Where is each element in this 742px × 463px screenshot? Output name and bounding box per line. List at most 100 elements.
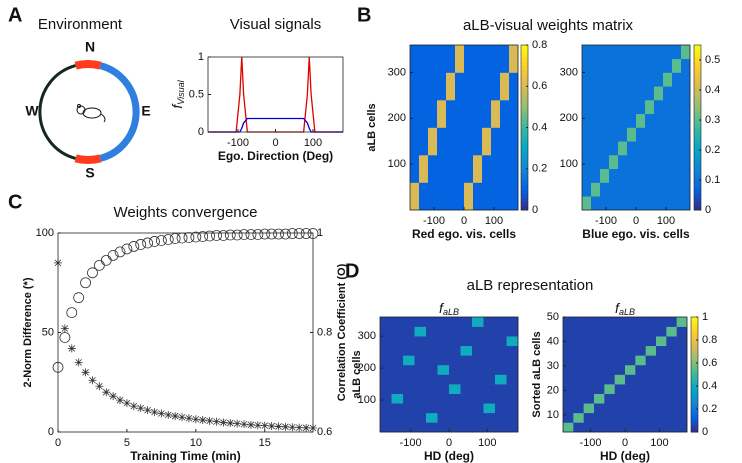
heatmap-cell	[591, 58, 601, 73]
heatmap-cell	[380, 374, 392, 385]
heatmap-cell	[410, 168, 420, 183]
heatmap-cell	[464, 86, 474, 101]
colorbar-segment	[691, 411, 698, 416]
heatmap-cell	[403, 345, 415, 356]
colorbar-segment	[691, 377, 698, 381]
colorbar-segment	[521, 127, 528, 133]
x-tick-label: 100	[304, 137, 322, 149]
heatmap-cell	[625, 364, 636, 375]
circle-marker	[73, 292, 85, 304]
heatmap-cell	[482, 155, 492, 170]
heatmap-cell	[635, 345, 646, 356]
circle-marker	[307, 228, 319, 239]
heatmap-cell	[483, 355, 496, 366]
heatmap-cell	[618, 58, 628, 73]
heatmap-cell	[419, 127, 429, 142]
heatmap-cell	[594, 422, 605, 433]
heatmap-cell	[609, 155, 619, 170]
x-tick-label: 0	[633, 215, 639, 227]
heatmap-cell	[446, 45, 456, 60]
heatmap-cell	[583, 345, 595, 356]
x-tick-label: 10	[190, 437, 202, 449]
heatmap-cell	[681, 86, 691, 101]
heatmap-cell	[645, 412, 657, 423]
asterisk-marker	[88, 376, 97, 385]
colorbar-segment	[521, 197, 528, 203]
heatmap-cell	[482, 86, 492, 101]
heatmap-cell	[666, 393, 677, 404]
heatmap-cell	[625, 345, 636, 356]
heatmap-cell	[483, 412, 496, 423]
asterisk-marker	[246, 420, 255, 429]
asterisk-marker	[81, 368, 90, 377]
heatmap-cell	[410, 127, 420, 142]
y-tick-label: 300	[560, 66, 578, 78]
heatmap-cell	[583, 403, 595, 414]
colorbar-tick-label: 0.5	[705, 54, 720, 66]
asterisk-marker	[157, 409, 166, 418]
colorbar-segment	[694, 98, 701, 104]
y-tick-label: 100	[358, 394, 376, 406]
x-axis-label: Blue ego. vis. cells	[582, 227, 690, 241]
heatmap-cell	[573, 403, 584, 414]
heatmap-cell	[563, 336, 574, 347]
heatmap-cell	[391, 393, 404, 404]
circle-marker	[211, 230, 222, 241]
heatmap-cell	[672, 72, 682, 87]
heatmap-cell	[449, 422, 461, 433]
heatmap-cell	[414, 345, 427, 356]
heatmap-cell	[635, 384, 646, 394]
heatmap-cell	[446, 72, 456, 87]
y-tick-label: 100	[560, 158, 578, 170]
colorbar-segment	[691, 386, 698, 390]
colorbar-segment	[691, 319, 698, 324]
heatmap-cell	[403, 412, 415, 423]
compass-label: N	[85, 39, 95, 55]
heatmap-cell	[604, 326, 615, 337]
heatmap-cell	[428, 86, 438, 101]
heatmap-cell	[663, 155, 673, 170]
heatmap-cell	[446, 182, 456, 197]
heatmap-cell	[636, 86, 646, 101]
heatmap-cell	[614, 355, 626, 366]
heatmap-cell	[609, 100, 619, 115]
heatmap-cell	[380, 393, 392, 404]
heatmap-cell	[472, 317, 484, 327]
heatmap-cell	[645, 364, 657, 375]
colorbar-segment	[691, 420, 698, 424]
heatmap-cell	[380, 345, 392, 356]
heatmap-cell	[656, 336, 667, 347]
heatmap-cell	[472, 393, 484, 404]
x-tick-label: -100	[423, 215, 445, 227]
heatmap-cell	[635, 412, 646, 423]
heatmap-cell	[464, 127, 474, 142]
colorbar-frame	[690, 316, 699, 433]
heatmap-cell	[604, 374, 615, 385]
asterisk-marker	[136, 404, 145, 413]
heatmap-cell	[563, 422, 574, 433]
heatmap-cell	[426, 422, 438, 433]
heatmap-cell	[666, 345, 677, 356]
heatmap-cell	[635, 403, 646, 414]
heatmap-cell	[482, 72, 492, 87]
heatmap-cell	[600, 58, 610, 73]
colorbar-segment	[694, 156, 701, 161]
colorbar-tick-label: 0.4	[702, 380, 717, 392]
heatmap-cell	[663, 58, 673, 73]
heatmap-cell	[583, 336, 595, 347]
heatmap-cell	[656, 393, 667, 404]
heatmap-cell	[506, 355, 519, 366]
heatmap-cell	[672, 113, 682, 128]
heatmap-cell	[495, 422, 507, 433]
heatmap-cell	[681, 72, 691, 87]
heatmap-cell	[663, 100, 673, 115]
heatmap-cell	[582, 113, 592, 128]
heatmap-cell	[656, 403, 667, 414]
heatmap-cell	[419, 155, 429, 170]
heatmap-cell	[654, 113, 664, 128]
heatmap-cell	[437, 393, 450, 404]
asterisk-marker	[212, 417, 221, 426]
asterisk-marker	[288, 423, 297, 432]
heatmap-cell	[403, 355, 415, 366]
heatmap-cell	[473, 127, 483, 142]
